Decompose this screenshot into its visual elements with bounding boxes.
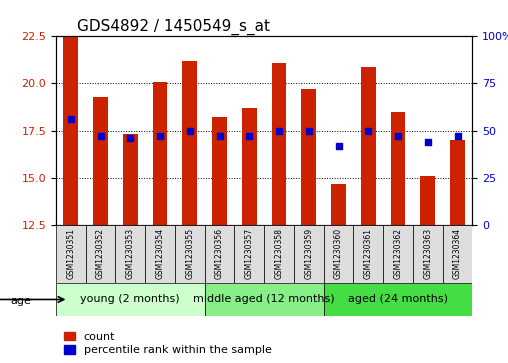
FancyBboxPatch shape bbox=[413, 225, 442, 283]
Bar bbox=[182, 61, 197, 225]
Point bbox=[245, 134, 253, 139]
Point bbox=[215, 134, 224, 139]
Text: age: age bbox=[10, 296, 31, 306]
FancyBboxPatch shape bbox=[175, 225, 205, 283]
Text: GSM1230356: GSM1230356 bbox=[215, 228, 224, 279]
FancyBboxPatch shape bbox=[205, 283, 324, 316]
Text: GSM1230364: GSM1230364 bbox=[453, 228, 462, 279]
Point bbox=[454, 134, 462, 139]
Point bbox=[394, 134, 402, 139]
Bar bbox=[450, 140, 465, 225]
Point bbox=[126, 135, 134, 141]
FancyBboxPatch shape bbox=[264, 225, 294, 283]
Text: young (2 months): young (2 months) bbox=[80, 294, 180, 305]
Text: GSM1230353: GSM1230353 bbox=[126, 228, 135, 279]
Bar bbox=[361, 66, 376, 225]
Bar bbox=[331, 184, 346, 225]
Point bbox=[156, 134, 164, 139]
Text: GSM1230359: GSM1230359 bbox=[304, 228, 313, 279]
Point bbox=[334, 143, 342, 149]
FancyBboxPatch shape bbox=[56, 283, 205, 316]
Bar bbox=[420, 176, 435, 225]
Bar bbox=[64, 36, 78, 225]
FancyBboxPatch shape bbox=[234, 225, 264, 283]
Bar bbox=[272, 63, 287, 225]
Bar bbox=[123, 134, 138, 225]
Point bbox=[305, 128, 313, 134]
Bar bbox=[93, 97, 108, 225]
Text: GSM1230355: GSM1230355 bbox=[185, 228, 194, 279]
Point bbox=[186, 128, 194, 134]
FancyBboxPatch shape bbox=[145, 225, 175, 283]
Text: GSM1230357: GSM1230357 bbox=[245, 228, 254, 279]
FancyBboxPatch shape bbox=[442, 225, 472, 283]
Text: GSM1230361: GSM1230361 bbox=[364, 228, 373, 279]
FancyBboxPatch shape bbox=[354, 225, 383, 283]
Point bbox=[424, 139, 432, 145]
Bar bbox=[301, 89, 316, 225]
FancyBboxPatch shape bbox=[56, 225, 86, 283]
Text: GSM1230358: GSM1230358 bbox=[274, 228, 283, 279]
FancyBboxPatch shape bbox=[115, 225, 145, 283]
Text: GSM1230351: GSM1230351 bbox=[66, 228, 75, 279]
Text: middle aged (12 months): middle aged (12 months) bbox=[194, 294, 335, 305]
FancyBboxPatch shape bbox=[383, 225, 413, 283]
FancyBboxPatch shape bbox=[86, 225, 115, 283]
Point bbox=[67, 117, 75, 122]
Text: GSM1230352: GSM1230352 bbox=[96, 228, 105, 279]
Point bbox=[275, 128, 283, 134]
FancyBboxPatch shape bbox=[324, 283, 472, 316]
FancyBboxPatch shape bbox=[205, 225, 234, 283]
Text: aged (24 months): aged (24 months) bbox=[348, 294, 448, 305]
FancyBboxPatch shape bbox=[294, 225, 324, 283]
FancyBboxPatch shape bbox=[324, 225, 354, 283]
Point bbox=[97, 134, 105, 139]
Text: GSM1230354: GSM1230354 bbox=[155, 228, 165, 279]
Bar bbox=[242, 108, 257, 225]
Bar bbox=[152, 82, 168, 225]
Text: GSM1230363: GSM1230363 bbox=[423, 228, 432, 279]
Legend: count, percentile rank within the sample: count, percentile rank within the sample bbox=[61, 330, 274, 358]
Text: GDS4892 / 1450549_s_at: GDS4892 / 1450549_s_at bbox=[77, 19, 270, 35]
Bar bbox=[212, 118, 227, 225]
Bar bbox=[391, 112, 405, 225]
Text: GSM1230360: GSM1230360 bbox=[334, 228, 343, 279]
Point bbox=[364, 128, 372, 134]
Text: GSM1230362: GSM1230362 bbox=[394, 228, 402, 279]
